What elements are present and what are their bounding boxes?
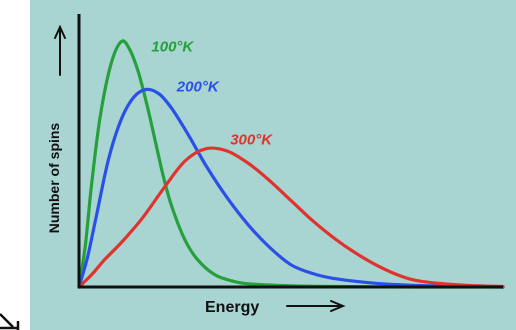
y-axis-arrow [54, 24, 66, 76]
series-label-2: 200°K [176, 78, 220, 95]
y-axis-label: Number of spins [46, 123, 62, 234]
plot-background [30, 0, 516, 330]
series-line-3 [77, 146, 505, 289]
series-labels: 100°K 200°K 300°K [151, 39, 273, 149]
series-label-1: 100°K [151, 39, 194, 56]
x-axis-label: Energy [205, 299, 259, 316]
corner-arrow-glyph [0, 313, 20, 330]
series-line-2 [77, 87, 505, 289]
series-label-3: 300°K [230, 132, 273, 149]
x-axis-arrow [286, 300, 346, 312]
